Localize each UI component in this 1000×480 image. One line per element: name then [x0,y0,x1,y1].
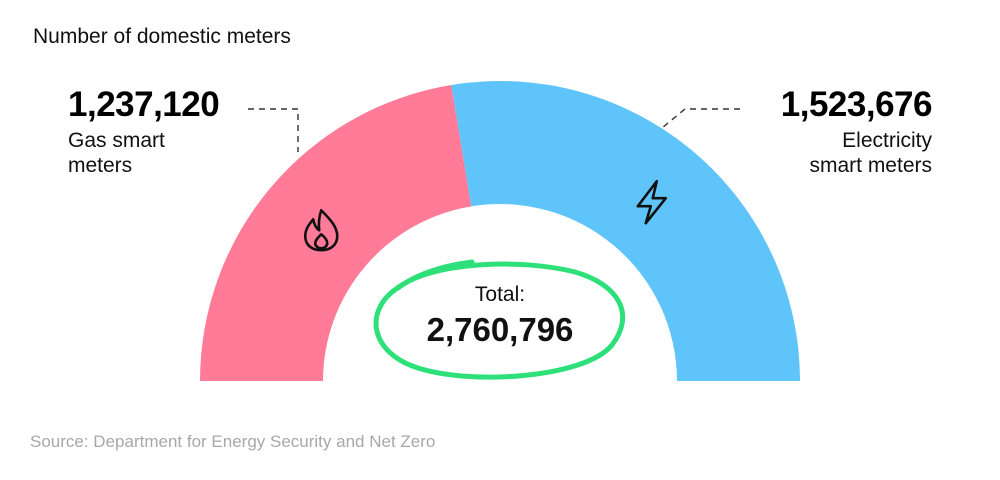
gas-callout: 1,237,120 Gas smart meters [68,84,220,178]
lightning-icon [636,179,668,225]
gas-series-label: Gas smart meters [68,128,219,178]
flame-icon [303,208,339,252]
total-value: 2,760,796 [426,311,574,348]
gas-leader-line [248,108,299,152]
gas-label-line-1: Gas smart [68,129,165,152]
electricity-label-line-1: Electricity [842,129,932,152]
electricity-slice [451,81,800,381]
electricity-value-label: 1,523,676 [780,85,933,124]
chart-title: Number of domestic meters [33,25,291,48]
total-highlight-circle [373,259,626,380]
gas-label-line-2: meters [68,154,133,178]
total-label: Total: [474,283,526,306]
leader-lines [248,108,740,152]
electricity-label-line-2: smart meters [809,154,932,178]
electricity-leader-line [661,108,740,129]
total-block: Total: 2,760,796 [400,283,600,349]
gas-value-label: 1,237,120 [68,85,220,124]
source-note: Source: Department for Energy Security a… [30,432,436,451]
electricity-callout: 1,523,676 Electricity smart meters [780,84,933,178]
chart-icons [303,179,668,252]
electricity-series-label: Electricity smart meters [781,128,932,178]
